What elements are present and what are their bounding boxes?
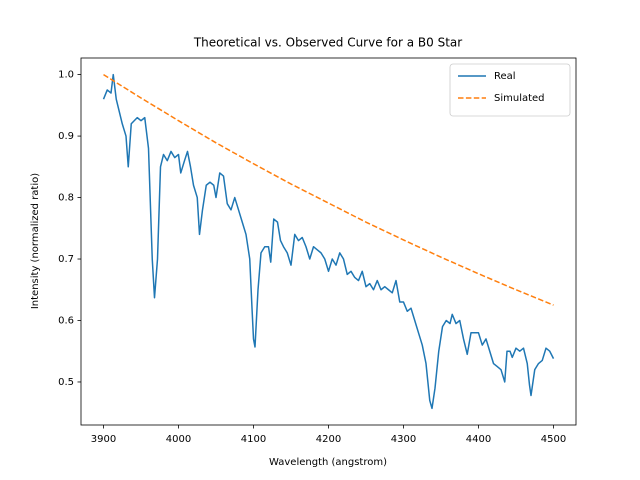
y-axis-label: Intensity (normalized ratio) (30, 173, 41, 309)
chart-title: Theoretical vs. Observed Curve for a B0 … (193, 36, 462, 50)
x-tick-label: 4200 (316, 434, 341, 445)
legend-box (449, 63, 571, 117)
line-series (103, 73, 554, 306)
y-tick-label: 1.0 (58, 70, 74, 81)
legend-label: Simulated (494, 93, 545, 104)
line-series (102, 73, 555, 410)
x-tick-label: 4400 (466, 434, 491, 445)
y-tick-label: 0.6 (58, 315, 74, 326)
x-tick-label: 4300 (391, 434, 416, 445)
y-tick-label: 0.5 (58, 377, 74, 388)
legend-label: Real (494, 71, 516, 82)
x-tick-label: 4000 (166, 434, 191, 445)
y-tick-label: 0.7 (58, 254, 74, 265)
x-axis-label: Wavelength (angstrom) (269, 457, 387, 468)
y-tick-label: 0.8 (58, 193, 74, 204)
x-tick-label: 3900 (91, 434, 116, 445)
plot-frame (80, 57, 577, 426)
x-tick-label: 4500 (541, 434, 566, 445)
x-tick-label: 4100 (241, 434, 266, 445)
y-tick-label: 0.9 (58, 131, 74, 142)
